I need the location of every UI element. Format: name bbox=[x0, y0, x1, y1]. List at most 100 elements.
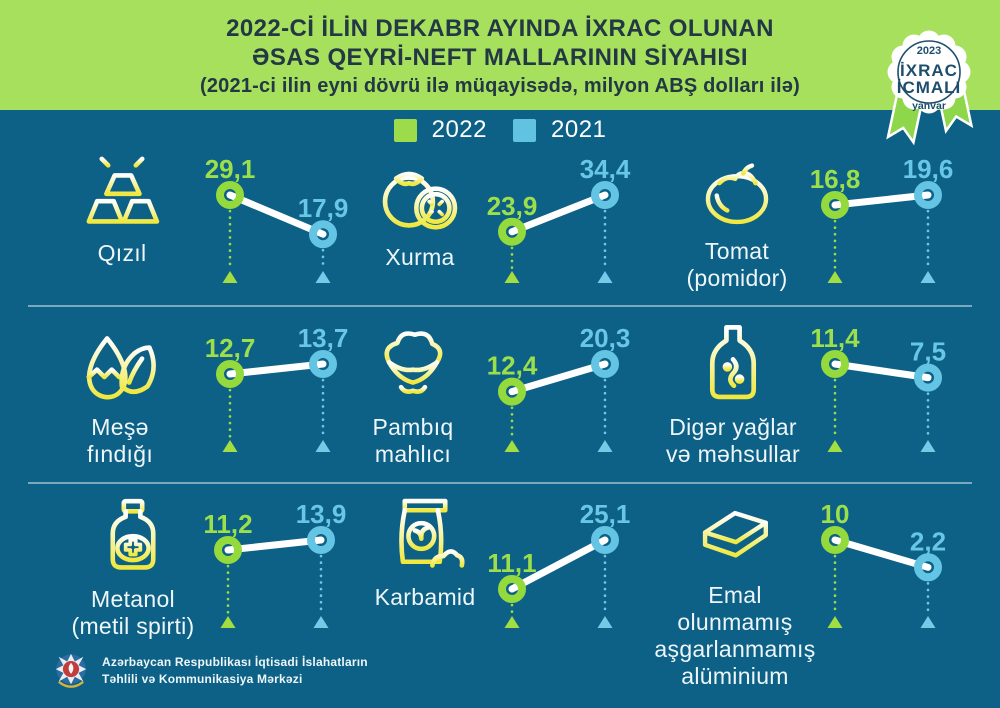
product-label: Meşə fındığı bbox=[86, 414, 154, 467]
value-2022: 11,1 bbox=[487, 548, 536, 578]
legend-swatch-2021 bbox=[513, 118, 536, 142]
value-2021: 13,7 bbox=[298, 323, 349, 353]
tomato-icon bbox=[705, 163, 769, 225]
gold-bars-icon bbox=[86, 149, 160, 224]
value-2021: 25,1 bbox=[580, 499, 631, 529]
baseline-marker-2021 bbox=[920, 271, 936, 283]
export-review-badge: 2023 İXRAC İCMALI yanvar bbox=[886, 30, 974, 146]
product-pambiq: Pambıq mahlıcı bbox=[328, 320, 498, 468]
baseline-marker-2022 bbox=[504, 440, 520, 452]
product-diger-yaglar: Digər yağlar və məhsullar bbox=[648, 318, 818, 468]
dot-2021 bbox=[591, 350, 619, 378]
dot-2021 bbox=[914, 553, 942, 582]
org-name-line1: Azərbaycan Respublikası İqtisadi İslahat… bbox=[102, 655, 368, 669]
hazelnut-icon bbox=[86, 336, 156, 400]
slope-chart-karbamid: 11,1 25,1 bbox=[487, 499, 631, 628]
value-2021: 34,4 bbox=[580, 154, 631, 184]
dot-2022 bbox=[216, 360, 244, 388]
medicine-bottle-icon bbox=[110, 498, 156, 570]
product-label: Digər yağlar və məhsullar bbox=[666, 414, 800, 467]
baseline-marker-2021 bbox=[313, 616, 329, 628]
slope-chart-qizil: 29,1 17,9 bbox=[205, 154, 348, 283]
dot-2021 bbox=[309, 220, 337, 249]
badge-year: 2023 bbox=[917, 45, 941, 57]
badge-rosette bbox=[887, 30, 971, 114]
dot-2021 bbox=[591, 181, 619, 209]
badge-title-line1: İXRAC bbox=[900, 61, 958, 80]
oil-bottle-icon bbox=[709, 325, 757, 400]
product-xurma: Xurma bbox=[335, 150, 505, 271]
baseline-marker-2022 bbox=[827, 271, 843, 283]
value-2022: 12,4 bbox=[487, 351, 538, 381]
product-label: Tomat (pomidor) bbox=[686, 238, 788, 291]
page-title-line2: ƏSAS QEYRİ-NEFT MALLARININ SİYAHISI bbox=[252, 44, 748, 71]
dot-2021 bbox=[914, 181, 942, 209]
baseline-marker-2022 bbox=[827, 616, 843, 628]
connector-line bbox=[226, 360, 327, 378]
baseline-marker-2021 bbox=[920, 616, 936, 628]
connector-line bbox=[508, 360, 609, 396]
cotton-icon bbox=[384, 331, 443, 396]
dot-2022 bbox=[821, 526, 849, 554]
baseline-marker-2022 bbox=[220, 616, 236, 628]
product-tomat: Tomat (pomidor) bbox=[652, 148, 822, 292]
connector-line bbox=[831, 191, 932, 209]
value-2022: 10 bbox=[821, 499, 850, 529]
connector-line bbox=[508, 191, 609, 236]
slope-chart-pambiq: 12,4 20,3 bbox=[487, 323, 631, 452]
product-aluminium: Emal olunmamış aşgarlanmamış alüminium bbox=[650, 492, 820, 690]
product-qizil: Qızıl bbox=[37, 146, 207, 267]
connector-line bbox=[831, 536, 932, 571]
product-karbamid: Karbamid bbox=[340, 490, 510, 611]
legend-swatch-2022 bbox=[393, 118, 417, 142]
product-label: Karbamid bbox=[374, 584, 476, 610]
page-subtitle: (2021-ci ilin eyni dövrü ilə müqayisədə,… bbox=[199, 75, 800, 97]
baseline-marker-2022 bbox=[827, 440, 843, 452]
value-2022: 11,4 bbox=[810, 323, 860, 353]
org-name-line2: Təhlili və Kommunikasiya Mərkəzi bbox=[102, 672, 303, 686]
baseline-marker-2021 bbox=[597, 271, 613, 283]
aluminium-ingot-icon bbox=[702, 510, 768, 558]
connector-line bbox=[831, 360, 932, 382]
row-divider bbox=[28, 305, 972, 307]
legend-item-2022: 2022 bbox=[393, 116, 487, 144]
legend-item-2021: 2021 bbox=[513, 116, 606, 144]
value-2021: 13,9 bbox=[296, 499, 347, 529]
badge-month: yanvar bbox=[912, 100, 946, 112]
baseline-marker-2021 bbox=[920, 440, 936, 452]
baseline-marker-2022 bbox=[504, 616, 520, 628]
row-divider bbox=[28, 482, 972, 484]
connector-line bbox=[226, 191, 327, 238]
slope-chart-tomat: 16,8 19,6 bbox=[810, 154, 953, 283]
baseline-marker-2022 bbox=[504, 271, 520, 283]
product-metanol: Metanol (metil spirti) bbox=[48, 492, 218, 640]
slope-chart-metanol: 11,2 13,9 bbox=[203, 499, 347, 628]
value-2022: 16,8 bbox=[810, 164, 861, 194]
dot-2022 bbox=[498, 575, 526, 603]
state-emblem-logo bbox=[55, 653, 87, 688]
product-label: Qızıl bbox=[97, 240, 147, 266]
value-2021: 20,3 bbox=[580, 323, 631, 353]
baseline-marker-2022 bbox=[222, 440, 238, 452]
product-label: Metanol (metil spirti) bbox=[71, 586, 195, 639]
dot-2022 bbox=[498, 217, 526, 246]
footer: Azərbaycan Respublikası İqtisadi İslahat… bbox=[52, 650, 368, 692]
dot-2022 bbox=[821, 191, 849, 219]
dot-2022 bbox=[214, 536, 242, 564]
value-2021: 7,5 bbox=[910, 337, 946, 367]
legend: 2022 2021 bbox=[0, 116, 1000, 144]
slope-chart-mese-findigi: 12,7 13,7 bbox=[205, 323, 349, 452]
legend-label-2021: 2021 bbox=[551, 116, 607, 143]
product-label: Xurma bbox=[385, 244, 455, 270]
connector-line bbox=[508, 536, 609, 593]
slope-chart-xurma: 23,9 34,4 bbox=[487, 154, 631, 283]
baseline-marker-2021 bbox=[597, 616, 613, 628]
baseline-marker-2022 bbox=[222, 271, 238, 283]
baseline-marker-2021 bbox=[597, 440, 613, 452]
value-2022: 23,9 bbox=[487, 191, 538, 221]
persimmon-icon bbox=[382, 171, 458, 230]
legend-label-2022: 2022 bbox=[431, 116, 487, 143]
dot-2022 bbox=[498, 377, 526, 406]
value-2022: 29,1 bbox=[205, 154, 256, 184]
